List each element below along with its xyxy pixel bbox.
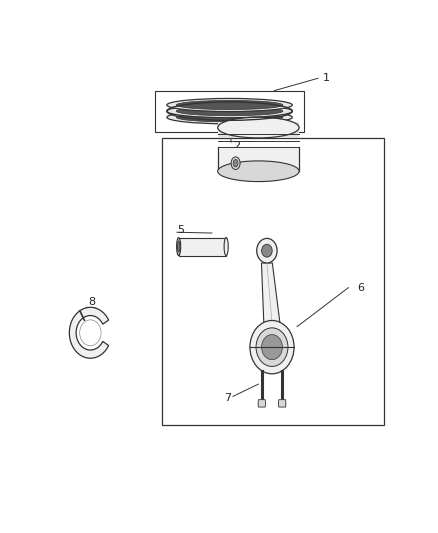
Ellipse shape xyxy=(167,111,292,124)
Ellipse shape xyxy=(167,104,292,118)
Ellipse shape xyxy=(231,157,240,169)
Ellipse shape xyxy=(176,107,283,116)
Ellipse shape xyxy=(233,159,238,167)
Text: 5: 5 xyxy=(177,225,184,235)
Circle shape xyxy=(261,335,283,360)
Text: 2: 2 xyxy=(233,141,240,151)
Bar xyxy=(155,91,304,132)
Circle shape xyxy=(261,244,272,257)
Circle shape xyxy=(256,328,288,366)
Polygon shape xyxy=(261,263,280,325)
Ellipse shape xyxy=(218,161,299,182)
Circle shape xyxy=(250,320,294,374)
Ellipse shape xyxy=(177,241,180,252)
Bar xyxy=(162,138,384,425)
Ellipse shape xyxy=(167,99,292,111)
Bar xyxy=(218,122,299,138)
Ellipse shape xyxy=(176,112,283,122)
Polygon shape xyxy=(279,400,286,407)
Text: 8: 8 xyxy=(88,297,95,307)
Polygon shape xyxy=(218,147,299,171)
Polygon shape xyxy=(69,308,109,358)
Text: 6: 6 xyxy=(357,282,364,293)
Circle shape xyxy=(257,238,277,263)
Polygon shape xyxy=(258,400,265,407)
Text: 1: 1 xyxy=(323,74,330,83)
Text: 7: 7 xyxy=(224,393,231,403)
Polygon shape xyxy=(179,238,226,256)
Ellipse shape xyxy=(176,100,283,110)
Ellipse shape xyxy=(218,117,299,138)
Ellipse shape xyxy=(177,238,181,256)
Ellipse shape xyxy=(224,238,228,256)
